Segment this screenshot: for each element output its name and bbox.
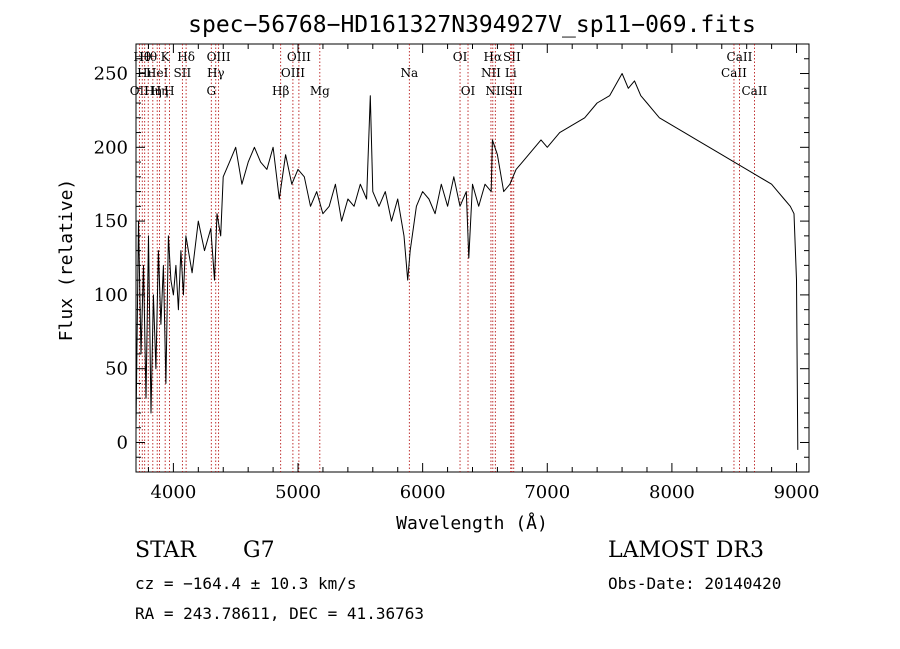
line-label-28: CaII — [727, 50, 753, 64]
line-label-10: Hδ — [177, 50, 195, 64]
line-label-29: CaII — [741, 84, 767, 98]
line-label-15: OIII — [281, 66, 305, 80]
y-axis-label: Flux (relative) — [56, 179, 77, 342]
plot-frame — [135, 43, 810, 473]
axis-ticks: 4000 5000 6000 7000 8000 9000 0 50 100 150 200 250 — [94, 44, 820, 503]
line-label-16: OIII — [287, 50, 311, 64]
x-tick-label-5: 9000 — [774, 482, 820, 503]
line-label-14: Hβ — [272, 84, 289, 98]
line-label-26: SII — [505, 84, 523, 98]
line-label-17: Mg — [310, 84, 330, 98]
line-label-5: HeI — [146, 66, 169, 80]
object-class: STAR — [135, 538, 196, 563]
line-label-3: Hθ — [139, 50, 157, 64]
line-label-7: K — [161, 50, 171, 64]
line-label-21: NII — [481, 66, 501, 80]
line-label-13: OIII — [207, 50, 231, 64]
x-tick-label-2: 6000 — [400, 482, 446, 503]
line-label-23: NII — [485, 84, 505, 98]
x-tick-label-0: 4000 — [150, 482, 196, 503]
line-label-19: OI — [453, 50, 468, 64]
line-label-11: G — [206, 84, 216, 98]
line-label-8: H — [164, 84, 174, 98]
spectrum-line-0 — [135, 73, 799, 450]
line-label-9: SII — [174, 66, 192, 80]
line-label-1: Hθ — [133, 50, 151, 64]
y-tick-label-0: 0 — [117, 432, 128, 453]
y-tick-label-5: 250 — [94, 64, 128, 85]
y-tick-label-3: 150 — [94, 211, 128, 232]
line-label-12: Hγ — [207, 66, 225, 80]
line-label-20: OI — [461, 84, 476, 98]
line-label-25: SII — [503, 50, 521, 64]
spectral-line-markers: OIIHθHιHθHηHeIHηKHSIIHδGHγOIIIHβOIIIOIII… — [130, 44, 768, 472]
y-tick-label-1: 50 — [105, 359, 128, 380]
x-axis-label: Wavelength (Å) — [396, 512, 548, 534]
line-label-27: CaII — [721, 66, 747, 80]
line-label-18: Na — [400, 66, 418, 80]
line-label-6: Hη — [151, 84, 169, 98]
redshift-velocity: cz = −164.4 ± 10.3 km/s — [135, 574, 357, 593]
coordinates: RA = 243.78611, DEC = 41.36763 — [135, 604, 424, 623]
line-label-2: Hι — [137, 66, 152, 80]
line-label-22: Hα — [484, 50, 503, 64]
spectrum-series — [135, 73, 799, 450]
subclass: G7 — [243, 538, 275, 563]
line-label-24: Li — [505, 66, 517, 80]
y-tick-label-4: 200 — [94, 137, 128, 158]
x-tick-label-3: 7000 — [524, 482, 570, 503]
survey-release: LAMOST DR3 — [608, 538, 764, 563]
chart-title: spec−56768−HD161327N394927V_sp11−069.fit… — [188, 12, 756, 38]
y-tick-label-2: 100 — [94, 285, 128, 306]
x-tick-label-4: 8000 — [649, 482, 695, 503]
observation-date: Obs-Date: 20140420 — [608, 574, 782, 593]
x-tick-label-1: 5000 — [275, 482, 321, 503]
